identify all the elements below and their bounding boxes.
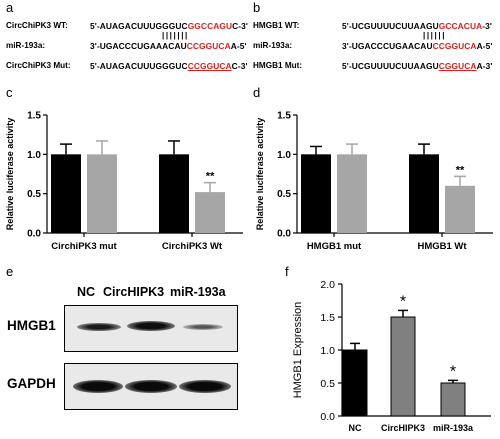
hmgb1-mut-sequence: 5'-UCGUUUUCUUAAGUCGGUCAA-3' [342,61,493,71]
chart-c-y-tick-label-2: 1.0 [27,150,41,161]
mir-label-b: miR-193a: [253,41,293,50]
panel-label-b: b [253,0,261,15]
chart-c-x-tick-label-0: CirchiPK3 mut [51,241,117,252]
chart-d-significance-0: ** [456,164,465,176]
panel-label-c: c [6,85,13,100]
chart-d-y-axis-label: Relative luciferase activity [255,118,265,231]
chart-f-y-tick-label-3: 1.5 [320,312,335,324]
chart-f-y-axis-label: HMGB1 Expression [292,302,304,399]
chart-c-y-tick-label-0: 0.0 [27,229,41,240]
chart-d-bar-1-0 [409,154,439,233]
circ-mut-label: CircChiPK3 Mut: [6,61,71,70]
base-pair-lines-a: ||||||| [162,31,189,40]
chart-d-y-tick-label-1: 0.5 [277,189,291,200]
chart-d-bar-1-1 [445,185,475,233]
luciferase-chart-hmgb1: 0.0 0.5 1.0 1.5 Relative luciferase activity… [255,111,493,252]
chart-c-y-axis-label: Relative luciferase activity [5,118,15,231]
mir-sequence-a: 3'-UGACCCUGAAACAUCCGGUCAA-5' [90,41,247,51]
chart-d-y-tick-label-3: 1.5 [277,111,291,122]
chart-f-bar-1 [390,316,416,417]
blot-row-label-hmgb1: HMGB1 [7,318,56,333]
panel-label-f: f [285,264,289,279]
chart-c-y-tick-label-1: 0.5 [27,189,41,200]
blot-band-hmgb1-nc [77,323,121,331]
chart-c-bar-1-1 [195,192,225,233]
blot-hmgb1-membrane [64,305,238,352]
chart-d-y-tick-label-2: 1.0 [277,150,291,161]
blot-band-hmgb1-mir193a [183,324,223,330]
chart-f-y-tick-label-4: 2.0 [320,279,335,291]
circ-mut-sequence: 5'-AUAGACUUUGGGUCCCGGUCAC-3' [90,61,248,71]
blot-band-gapdh-mir193a [179,380,231,393]
chart-f-bar-0 [342,349,368,417]
panel-label-e: e [6,264,14,279]
chart-f-x-tick-label-0: NC [349,423,362,433]
hmgb1-expression-chart: 0.0 0.5 1.0 1.5 2.0 HMGB1 Expression NC CircHIP… [292,279,491,433]
blot-gapdh-membrane [64,363,238,410]
chart-d-x-tick-label-1: HMGB1 Wt [417,241,467,252]
hmgb1-mut-label: HMGB1 Mut: [253,61,303,70]
chart-d-bar-0-0 [301,154,331,233]
blot-band-hmgb1-circhipk3 [127,321,175,331]
chart-c-bar-0-0 [51,154,81,233]
chart-f-x-tick-label-2: miR-193a [433,423,474,433]
chart-c-x-tick-label-1: CirchiPK3 Wt [162,241,223,252]
hmgb1-wt-sequence: 5'-UCGUUUUCUUAAGUGCCACUA-3' [342,21,493,31]
chart-f-significance-1: * [450,363,456,380]
chart-f-significance-0: * [400,293,406,310]
chart-f-bar-2 [440,382,466,417]
hmgb1-wt-label: HMGB1 WT: [253,21,300,30]
chart-c-y-tick-label-3: 1.5 [27,111,41,122]
chart-f-y-tick-label-0: 0.0 [320,411,335,423]
chart-c-significance-0: ** [206,171,215,183]
panel-label-a: a [6,0,14,15]
mir-label-a: miR-193a: [6,41,46,50]
chart-f-y-tick-label-2: 1.0 [320,345,335,357]
panel-label-d: d [253,85,261,100]
blot-band-gapdh-circhipk3 [125,380,177,393]
chart-d-bar-0-1 [337,154,367,233]
luciferase-chart-circhipk3: 0.0 0.5 1.0 1.5 Relative luciferase activity… [5,111,243,252]
chart-f-x-tick-label-1: CircHIPK3 [381,423,425,433]
base-pair-lines-b: |||||| [423,31,447,40]
chart-f-y-tick-label-1: 0.5 [320,378,335,390]
blot-lane-label-nc: NC [77,285,96,299]
chart-d-x-tick-label-0: HMGB1 mut [307,241,362,252]
chart-c-bar-1-0 [159,154,189,233]
mir-sequence-b: 3'-UGACCCUGAACAUCCGGUCAA-5' [342,41,493,51]
chart-c-bar-0-1 [87,154,117,233]
blot-row-label-gapdh: GAPDH [7,376,56,391]
circ-wt-sequence: 5'-AUAGACUUUGGGUCGGCCAGUC-3' [90,21,249,31]
chart-d-y-tick-label-0: 0.0 [277,229,291,240]
blot-lane-label-circhipk3: CircHIPK3 [103,285,165,299]
circ-wt-label: CircChiPK3 WT: [6,21,68,30]
blot-lane-label-mir193a: miR-193a [170,285,226,299]
blot-band-gapdh-nc [73,380,123,393]
